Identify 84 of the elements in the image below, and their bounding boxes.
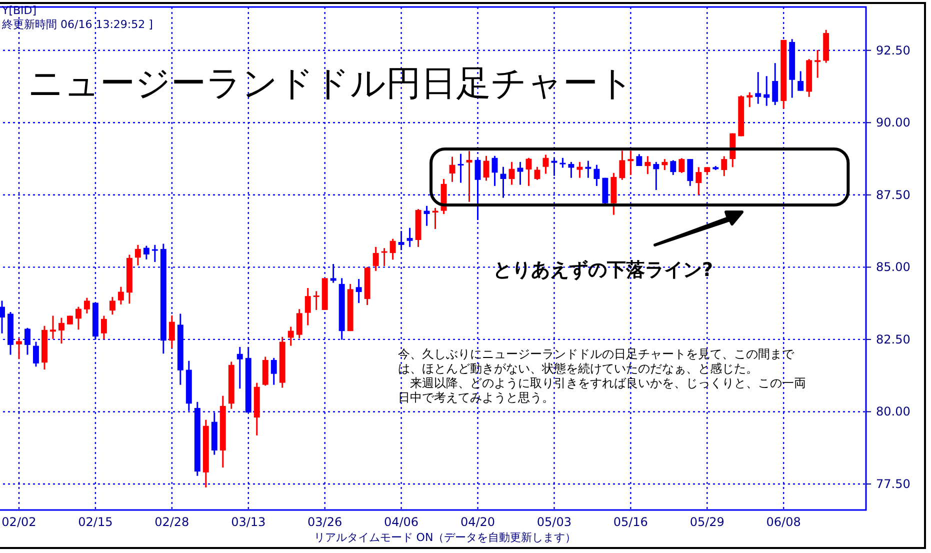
candlestick: [653, 161, 660, 191]
candlestick: [517, 161, 524, 186]
candlestick: [492, 155, 498, 187]
candlestick: [372, 246, 379, 272]
candlestick: [304, 287, 311, 326]
candlestick: [696, 166, 702, 196]
text: リアルタイムモード ON（データを自動更新します）: [314, 531, 576, 544]
candlestick: [542, 154, 549, 175]
x-tick-label: 02/15: [78, 515, 113, 529]
candlestick: [288, 326, 294, 347]
y-tick-label: 82.50: [876, 332, 910, 346]
x-tick-label: 02/02: [2, 515, 36, 529]
x-tick-label: 05/29: [690, 515, 724, 529]
candlestick: [0, 300, 5, 334]
candlestick: [678, 157, 685, 174]
candlestick: [109, 296, 116, 316]
candlestick: [270, 357, 277, 386]
y-tick-label: 85.00: [876, 260, 910, 274]
candlestick: [585, 160, 592, 179]
candlestick: [534, 166, 540, 181]
candlestick: [390, 238, 396, 260]
candlestick: [458, 153, 464, 184]
y-tick-label: 90.00: [876, 116, 910, 130]
y-tick-label: 80.00: [876, 404, 910, 419]
annotation: Y[BID]: [1, 4, 37, 17]
text: ニュージーランドドル円日足チャート: [28, 64, 634, 104]
candlestick: [449, 156, 456, 183]
candlestick: [636, 153, 642, 167]
y-tick-label: 87.50: [876, 188, 910, 202]
candlestick: [58, 317, 64, 344]
candlestick: [33, 341, 39, 368]
candlestick: [755, 71, 762, 105]
y-tick-label: 77.50: [876, 476, 910, 491]
candlestick: [143, 245, 150, 260]
candlestick: [118, 286, 124, 306]
candlestick: [662, 158, 668, 171]
candlestick: [628, 150, 634, 176]
x-tick-label: 03/26: [308, 515, 342, 529]
candlestick: [398, 230, 404, 251]
candlestick: [313, 290, 320, 311]
candlestick: [152, 244, 158, 263]
candlestick: [772, 62, 778, 106]
candlestick: [594, 164, 600, 187]
candlestick: [168, 314, 175, 349]
candlestick: [296, 308, 302, 340]
x-tick-label: 06/08: [766, 515, 801, 529]
annotation: とりあえずの下落ライン?: [493, 259, 714, 281]
annotation: 終更新時間 06/16 13:29:52 ]: [1, 18, 153, 31]
annotation: は、ほとんど動きがない、状態を続けていたのだなぁ、と感じた。: [398, 362, 758, 376]
candlestick: [406, 227, 413, 248]
candlestick: [814, 49, 821, 79]
x-tick-label: 03/13: [231, 515, 266, 529]
candlestick: [619, 150, 626, 181]
candlestick: [798, 70, 804, 92]
candlestick: [381, 247, 388, 267]
candlestick: [670, 159, 676, 176]
candlestick: [483, 155, 490, 182]
candlestick: [508, 161, 515, 186]
candlestick: [236, 346, 243, 390]
candlestick: [687, 158, 694, 187]
candlestick: [560, 157, 566, 168]
annotation: 今、久しぶりにニュージーランドドルの日足チャートを見て、この間まで: [398, 347, 795, 361]
candlestick: [50, 314, 56, 340]
candlestick: [746, 92, 753, 108]
candlestick: [84, 297, 90, 314]
candlestick: [100, 314, 107, 340]
y-tick-label: 92.50: [876, 43, 910, 58]
candlestick: [576, 161, 583, 179]
candlestick: [356, 278, 362, 304]
candlestick: [568, 161, 574, 179]
annotation: 来週以降、どのように取り引きをすれば良いかを、じっくりと、この一両: [398, 376, 806, 390]
candlestick: [526, 157, 532, 187]
annotation: 日中で考えてみようと思う。: [398, 390, 554, 404]
x-tick-label: 05/03: [536, 515, 572, 529]
candlestick: [721, 155, 728, 177]
x-tick-label: 02/28: [154, 515, 190, 529]
x-tick-label: 04/06: [384, 515, 419, 529]
x-tick-label: 05/16: [613, 515, 648, 529]
x-tick-label: 04/20: [460, 515, 496, 529]
candlestick: [16, 338, 22, 360]
candlestick: [764, 75, 770, 107]
candlestick: [75, 306, 82, 330]
candlestick: [644, 155, 651, 175]
candlestick: [134, 244, 141, 266]
